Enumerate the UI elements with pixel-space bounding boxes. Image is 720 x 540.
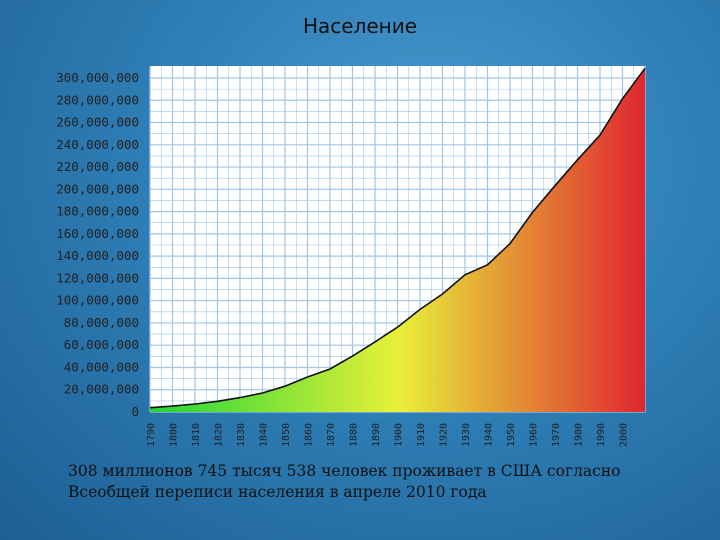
population-line bbox=[149, 67, 646, 409]
x-tick-label: 1920 bbox=[439, 423, 450, 447]
y-tick-label: 80,000,000 bbox=[64, 315, 139, 330]
x-tick-label: 1790 bbox=[146, 423, 157, 447]
y-tick-label: 220,000,000 bbox=[56, 159, 139, 174]
caption-line-2: Всеобщей переписи населения в апреле 201… bbox=[68, 483, 487, 501]
y-tick-label: 200,000,000 bbox=[56, 181, 139, 196]
y-tick-label: 60,000,000 bbox=[64, 337, 139, 352]
x-tick-label: 1880 bbox=[349, 423, 360, 447]
x-tick-label: 1950 bbox=[506, 423, 517, 447]
y-tick-label: 300,000,000 bbox=[56, 70, 139, 85]
y-tick-label: 280,000,000 bbox=[56, 92, 139, 107]
x-tick-label: 1840 bbox=[259, 423, 270, 447]
caption: 308 миллионов 745 тысяч 538 человек прож… bbox=[68, 461, 668, 503]
x-tick-label: 1960 bbox=[529, 423, 540, 447]
x-tick-label: 1800 bbox=[169, 423, 180, 447]
caption-line-1: 308 миллионов 745 тысяч 538 человек прож… bbox=[68, 462, 621, 480]
y-tick-label: 260,000,000 bbox=[56, 115, 139, 130]
y-tick-label: 100,000,000 bbox=[56, 293, 139, 308]
x-tick-label: 1930 bbox=[461, 423, 472, 447]
x-tick-label: 1890 bbox=[371, 423, 382, 447]
x-tick-label: 1940 bbox=[484, 423, 495, 447]
y-tick-label: 180,000,000 bbox=[56, 204, 139, 219]
x-tick-label: 1810 bbox=[191, 423, 202, 447]
y-tick-label: 140,000,000 bbox=[56, 248, 139, 263]
x-tick-label: 1820 bbox=[214, 423, 225, 447]
x-tick-label: 1870 bbox=[326, 423, 337, 447]
x-tick-label: 2000 bbox=[619, 423, 630, 447]
y-tick-label: 40,000,000 bbox=[64, 359, 139, 374]
y-tick-label: 20,000,000 bbox=[64, 382, 139, 397]
slide-title: Население bbox=[302, 14, 418, 38]
x-tick-label: 1980 bbox=[574, 423, 585, 447]
y-tick-label: 240,000,000 bbox=[56, 137, 139, 152]
x-tick-label: 1830 bbox=[236, 423, 247, 447]
x-tick-label: 1910 bbox=[416, 423, 427, 447]
x-tick-labels: 1790 1800 1810 1820 1830 1840 1850 1860 1870 1880… bbox=[146, 423, 630, 447]
y-tick-label: 160,000,000 bbox=[56, 226, 139, 241]
x-tick-label: 1970 bbox=[551, 423, 562, 447]
y-tick-label: 120,000,000 bbox=[56, 270, 139, 285]
x-tick-label: 1900 bbox=[394, 423, 405, 447]
x-tick-label: 1850 bbox=[281, 423, 292, 447]
y-tick-label: 0 bbox=[131, 404, 139, 419]
x-tick-label: 1860 bbox=[304, 423, 315, 447]
x-tick-label: 1990 bbox=[596, 423, 607, 447]
y-tick-labels: 0 20,000,000 40,000,000 60,000,000 80,000,00… bbox=[56, 70, 139, 419]
population-area bbox=[150, 68, 645, 413]
